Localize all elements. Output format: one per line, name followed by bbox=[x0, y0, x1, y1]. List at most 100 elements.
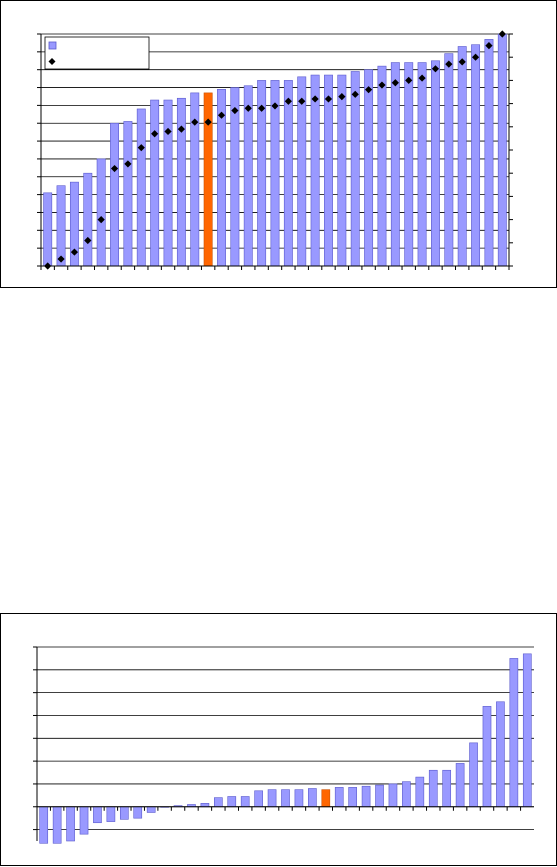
bar bbox=[350, 71, 360, 267]
bar bbox=[361, 785, 371, 808]
bar bbox=[469, 742, 478, 808]
bar bbox=[150, 99, 160, 267]
bar bbox=[509, 658, 519, 808]
bar bbox=[267, 789, 277, 808]
top-bar-chart bbox=[37, 30, 513, 270]
scatter-point bbox=[391, 79, 399, 87]
bar bbox=[375, 784, 384, 808]
bar bbox=[431, 60, 440, 267]
scatter-point bbox=[365, 86, 373, 94]
scatter-point bbox=[244, 104, 252, 112]
scatter-point bbox=[137, 144, 145, 152]
scatter-point bbox=[311, 95, 319, 103]
scatter-point bbox=[151, 130, 159, 138]
bar bbox=[417, 62, 427, 267]
scatter-point bbox=[351, 90, 359, 98]
bar bbox=[442, 769, 452, 808]
highlighted-bar bbox=[321, 789, 331, 808]
scatter-point bbox=[177, 125, 185, 133]
bar bbox=[444, 53, 454, 267]
bar bbox=[243, 85, 253, 267]
scatter-point bbox=[204, 118, 212, 126]
bar bbox=[254, 790, 263, 808]
bar bbox=[106, 806, 116, 822]
bar bbox=[39, 806, 49, 844]
bar bbox=[136, 108, 146, 267]
bar bbox=[522, 653, 532, 808]
bar bbox=[227, 796, 237, 808]
scatter-point bbox=[44, 262, 52, 270]
scatter-point bbox=[378, 81, 386, 89]
bar bbox=[146, 806, 156, 813]
scatter-point bbox=[70, 248, 79, 256]
bar bbox=[455, 763, 465, 808]
scatter-point bbox=[338, 93, 346, 101]
bar bbox=[176, 97, 186, 267]
bottom-bar-chart bbox=[33, 646, 534, 844]
scatter-point bbox=[471, 53, 480, 61]
bar bbox=[308, 788, 317, 808]
bar bbox=[66, 806, 75, 842]
bar bbox=[310, 74, 320, 267]
scatter-point bbox=[498, 30, 506, 38]
bar bbox=[334, 787, 344, 808]
scatter-point bbox=[418, 74, 426, 82]
scatter-point bbox=[431, 65, 440, 73]
scatter-point bbox=[284, 97, 292, 105]
bar bbox=[230, 87, 240, 267]
scatter-point bbox=[110, 164, 119, 173]
scatter-point bbox=[124, 160, 132, 168]
bar bbox=[200, 803, 210, 808]
scatter-point bbox=[231, 106, 239, 115]
bar bbox=[297, 76, 307, 267]
bar bbox=[56, 185, 66, 267]
bar bbox=[119, 806, 129, 820]
bar bbox=[93, 806, 102, 824]
top-chart-frame bbox=[0, 0, 557, 288]
bar bbox=[83, 172, 93, 267]
scatter-point bbox=[217, 111, 226, 119]
bar bbox=[390, 62, 400, 267]
scatter-point bbox=[271, 102, 279, 110]
bar bbox=[497, 33, 507, 267]
scatter-point bbox=[324, 95, 333, 103]
bar bbox=[482, 706, 492, 808]
bar bbox=[337, 74, 347, 267]
scatter-point bbox=[445, 60, 453, 68]
scatter-point bbox=[97, 216, 105, 224]
bar bbox=[484, 39, 494, 267]
legend-box bbox=[44, 36, 150, 70]
bar bbox=[402, 781, 411, 808]
bottom-chart-frame bbox=[0, 613, 557, 866]
legend-marker-swatch bbox=[48, 58, 56, 65]
bar bbox=[404, 62, 414, 267]
bar bbox=[110, 122, 119, 267]
bar bbox=[96, 158, 106, 267]
scatter-point bbox=[164, 127, 172, 136]
scatter-point bbox=[405, 76, 413, 84]
legend-bar-swatch bbox=[48, 41, 57, 50]
bar bbox=[496, 701, 505, 808]
bar bbox=[52, 806, 62, 844]
bar bbox=[471, 44, 481, 267]
bar bbox=[415, 776, 425, 808]
bar bbox=[377, 65, 387, 267]
bar bbox=[79, 806, 89, 835]
bar bbox=[348, 787, 357, 808]
scatter-point bbox=[485, 42, 493, 50]
scatter-point bbox=[57, 255, 65, 263]
bar bbox=[294, 789, 304, 808]
bar bbox=[214, 797, 223, 808]
bar bbox=[457, 46, 467, 267]
bar bbox=[428, 769, 438, 808]
bar bbox=[123, 121, 133, 267]
bar bbox=[281, 789, 290, 808]
bar bbox=[43, 192, 53, 267]
bar bbox=[283, 80, 293, 267]
scatter-point bbox=[84, 236, 92, 245]
scatter-point bbox=[298, 97, 306, 105]
scatter-point bbox=[191, 118, 199, 126]
bar bbox=[324, 74, 333, 267]
bar bbox=[163, 99, 173, 267]
scatter-point bbox=[458, 58, 466, 66]
